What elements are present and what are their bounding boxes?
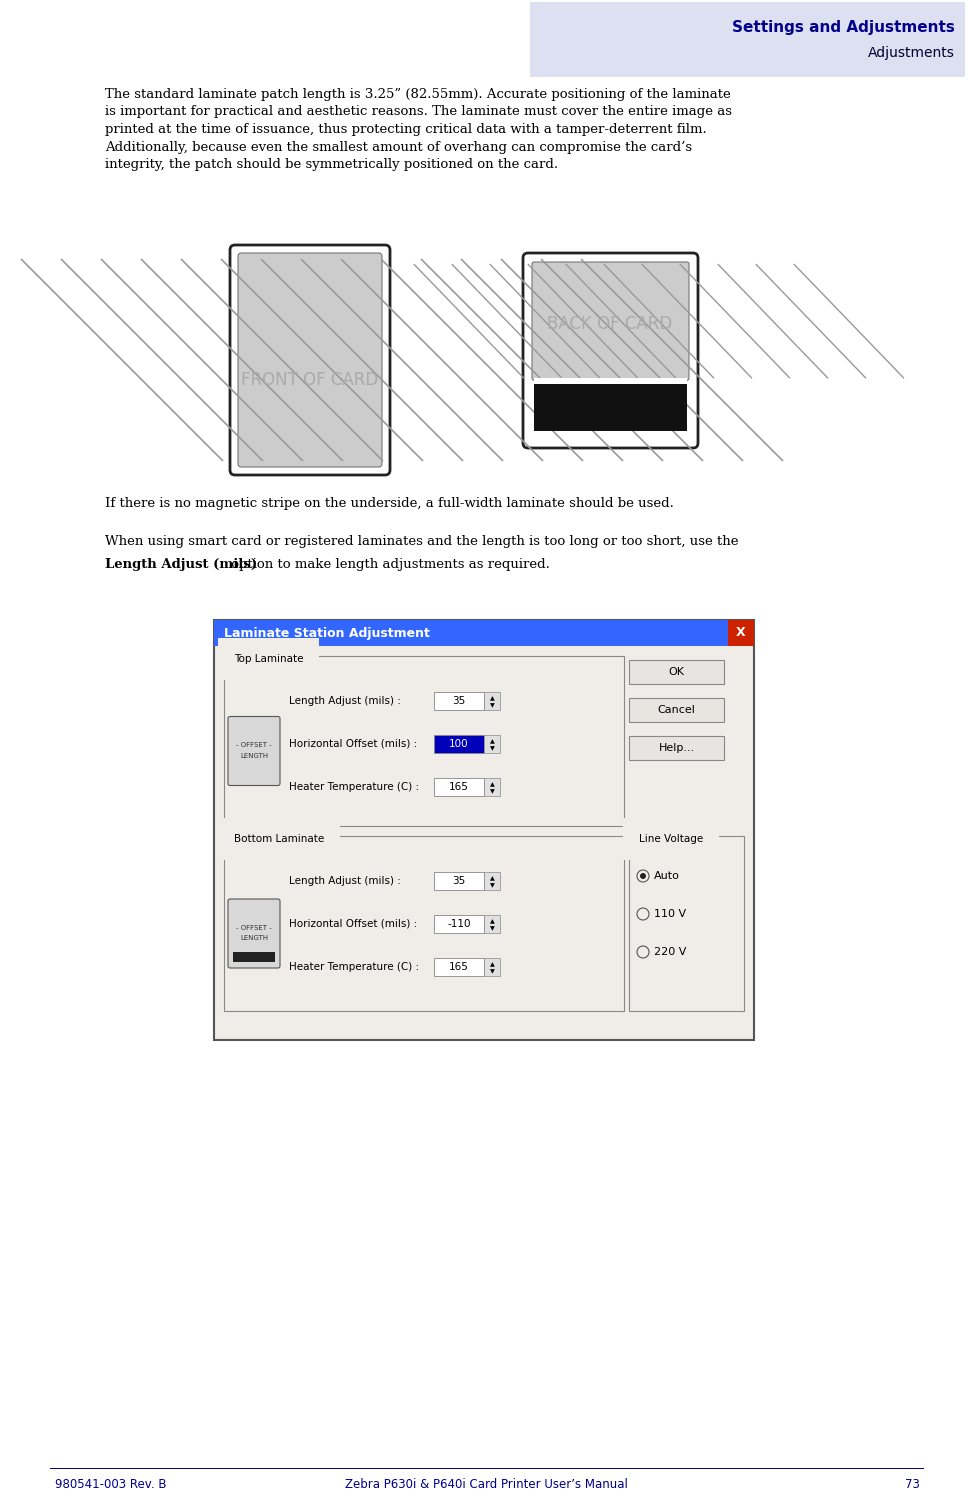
Text: ▼: ▼ xyxy=(489,790,494,795)
Text: Heater Temperature (C) :: Heater Temperature (C) : xyxy=(289,962,419,972)
Bar xyxy=(434,778,484,796)
Text: ▼: ▼ xyxy=(489,746,494,751)
FancyBboxPatch shape xyxy=(629,698,724,722)
Circle shape xyxy=(637,947,649,959)
Text: 165: 165 xyxy=(450,783,469,792)
Text: - OFFSET -: - OFFSET - xyxy=(236,742,271,748)
Text: Auto: Auto xyxy=(654,871,680,880)
Text: ▲: ▲ xyxy=(489,783,494,787)
FancyBboxPatch shape xyxy=(629,736,724,760)
Text: Settings and Adjustments: Settings and Adjustments xyxy=(732,20,955,35)
Bar xyxy=(484,692,500,710)
FancyBboxPatch shape xyxy=(228,716,280,786)
Bar xyxy=(534,378,687,384)
Text: 73: 73 xyxy=(905,1478,920,1491)
Text: Horizontal Offset (mils) :: Horizontal Offset (mils) : xyxy=(289,739,417,749)
Text: - OFFSET -: - OFFSET - xyxy=(236,924,271,930)
Text: Zebra P630i & P640i Card Printer User’s Manual: Zebra P630i & P640i Card Printer User’s … xyxy=(345,1478,628,1491)
FancyBboxPatch shape xyxy=(214,620,754,1040)
Text: 110 V: 110 V xyxy=(654,909,686,920)
Bar xyxy=(434,871,484,889)
Text: OK: OK xyxy=(668,667,684,677)
Text: -110: -110 xyxy=(448,920,471,929)
Text: Horizontal Offset (mils) :: Horizontal Offset (mils) : xyxy=(289,920,417,929)
Text: When using smart card or registered laminates and the length is too long or too : When using smart card or registered lami… xyxy=(105,534,739,548)
Bar xyxy=(233,953,275,962)
Text: Laminate Station Adjustment: Laminate Station Adjustment xyxy=(224,626,430,640)
Text: 165: 165 xyxy=(450,962,469,972)
Bar xyxy=(214,620,754,646)
Text: 35: 35 xyxy=(452,695,466,706)
Text: Length Adjust (mils): Length Adjust (mils) xyxy=(105,558,257,570)
Circle shape xyxy=(637,908,649,920)
Text: 220 V: 220 V xyxy=(654,947,686,957)
Text: Cancel: Cancel xyxy=(658,704,696,715)
Text: 35: 35 xyxy=(452,876,466,886)
FancyBboxPatch shape xyxy=(230,245,390,476)
Text: ▼: ▼ xyxy=(489,703,494,709)
FancyBboxPatch shape xyxy=(629,661,724,683)
Text: LENGTH: LENGTH xyxy=(240,936,269,942)
Text: ▼: ▼ xyxy=(489,969,494,975)
Text: ▲: ▲ xyxy=(489,697,494,701)
Bar xyxy=(484,915,500,933)
Text: ▲: ▲ xyxy=(489,876,494,882)
Text: Top Laminate: Top Laminate xyxy=(234,655,304,664)
Bar xyxy=(484,959,500,977)
FancyBboxPatch shape xyxy=(238,253,382,467)
Text: ▼: ▼ xyxy=(489,927,494,932)
Text: ▲: ▲ xyxy=(489,963,494,968)
Circle shape xyxy=(637,870,649,882)
Text: BACK OF CARD: BACK OF CARD xyxy=(548,315,672,333)
Text: 980541-003 Rev. B: 980541-003 Rev. B xyxy=(55,1478,166,1491)
FancyBboxPatch shape xyxy=(523,253,698,448)
Bar xyxy=(534,384,687,430)
Text: Bottom Laminate: Bottom Laminate xyxy=(234,834,324,844)
Text: Length Adjust (mils) :: Length Adjust (mils) : xyxy=(289,695,401,706)
FancyBboxPatch shape xyxy=(532,262,689,381)
FancyBboxPatch shape xyxy=(530,2,965,77)
Bar xyxy=(728,620,754,646)
Text: If there is no magnetic stripe on the underside, a full-width laminate should be: If there is no magnetic stripe on the un… xyxy=(105,497,674,510)
Bar xyxy=(484,778,500,796)
Circle shape xyxy=(640,873,646,879)
Text: X: X xyxy=(737,626,746,640)
Text: option to make length adjustments as required.: option to make length adjustments as req… xyxy=(227,558,550,570)
Text: ▲: ▲ xyxy=(489,739,494,745)
FancyBboxPatch shape xyxy=(228,898,280,968)
Bar xyxy=(434,959,484,977)
Text: The standard laminate patch length is 3.25” (82.55mm). Accurate positioning of t: The standard laminate patch length is 3.… xyxy=(105,87,732,172)
Text: ▼: ▼ xyxy=(489,883,494,888)
Text: Length Adjust (mils) :: Length Adjust (mils) : xyxy=(289,876,401,886)
Text: Heater Temperature (C) :: Heater Temperature (C) : xyxy=(289,783,419,792)
Text: ▲: ▲ xyxy=(489,920,494,924)
Bar xyxy=(484,734,500,752)
Bar xyxy=(484,871,500,889)
Bar xyxy=(434,734,484,752)
Text: Line Voltage: Line Voltage xyxy=(639,834,703,844)
Text: FRONT OF CARD: FRONT OF CARD xyxy=(241,372,378,388)
Text: LENGTH: LENGTH xyxy=(240,752,269,759)
Text: Adjustments: Adjustments xyxy=(868,47,955,60)
Text: Help...: Help... xyxy=(659,743,695,752)
Text: 100: 100 xyxy=(450,739,469,749)
Bar xyxy=(434,692,484,710)
Bar xyxy=(434,915,484,933)
